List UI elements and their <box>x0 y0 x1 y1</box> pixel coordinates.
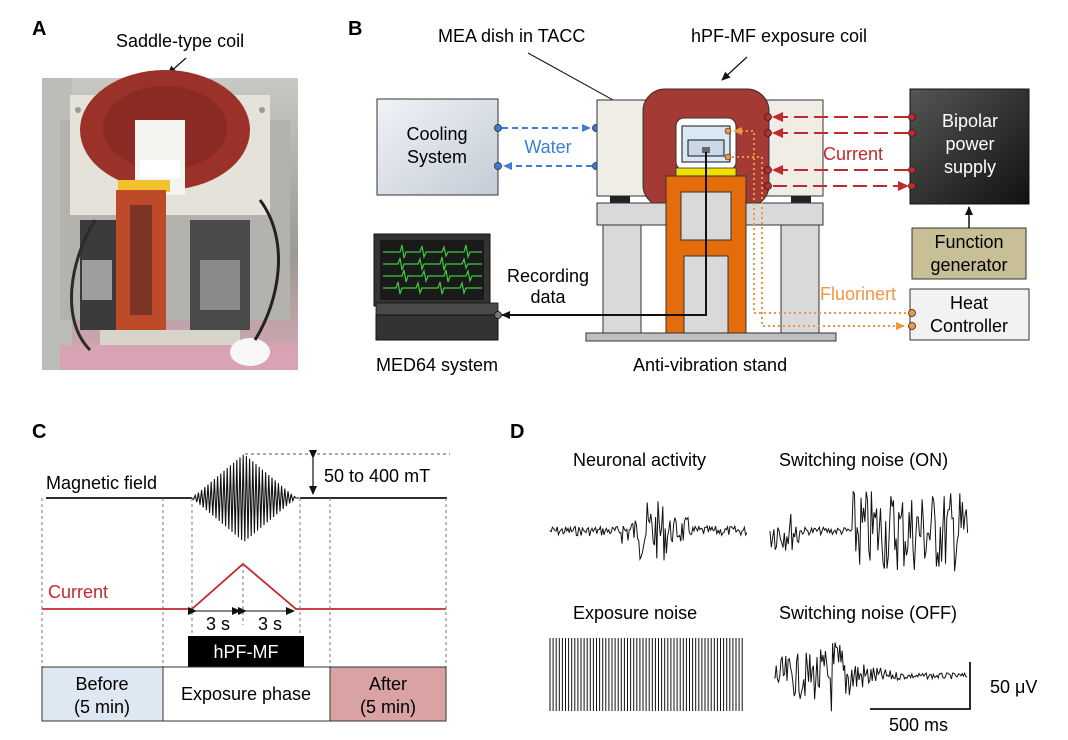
phase-after-label-line1: After <box>369 674 407 694</box>
med64-system <box>373 233 502 341</box>
cooling-system-label-line2: System <box>407 147 467 167</box>
trace-switching-off <box>774 642 968 712</box>
coil-pointer-arrow <box>721 56 748 81</box>
panel-a: A Saddle-type coil <box>32 18 298 370</box>
ramp-down-label: 3 s <box>258 614 282 634</box>
anti-vibration-label: Anti-vibration stand <box>633 355 787 375</box>
heat-controller-label-line2: Controller <box>930 316 1008 336</box>
power-supply-box <box>909 88 1030 205</box>
phase-before-box <box>41 666 164 722</box>
exposure-coil-label: hPF-MF exposure coil <box>691 26 867 46</box>
power-supply-label-line2: power <box>945 134 994 154</box>
water-label: Water <box>524 137 571 157</box>
exposure-bar-label: hPF-MF <box>214 642 279 662</box>
coil-photo <box>42 70 298 370</box>
trace-title-switching-off: Switching noise (OFF) <box>779 603 957 623</box>
power-supply-label-line1: Bipolar <box>942 111 998 131</box>
fluorinert-label: Fluorinert <box>820 284 896 304</box>
phase-before-label-line1: Before <box>75 674 128 694</box>
panel-letter-c: C <box>32 421 46 443</box>
stand-leg-left <box>602 224 642 334</box>
panel-d: D Neuronal activity Switching noise (ON)… <box>510 421 1037 735</box>
trace-neuronal-activity <box>549 501 748 562</box>
scale-time-label: 500 ms <box>889 715 948 735</box>
phase-after-label-line2: (5 min) <box>360 697 416 717</box>
panel-c: C Magnetic field 50 to 400 mT Current 3 … <box>32 421 450 722</box>
stand-leg-right <box>780 224 820 334</box>
magnetic-field-burst <box>191 454 300 542</box>
trace-exposure-noise <box>549 638 743 711</box>
phase-exposure-label: Exposure phase <box>181 684 311 704</box>
cooling-system-box <box>376 98 499 196</box>
stand-base <box>585 332 837 342</box>
panel-letter-d: D <box>510 421 524 443</box>
heat-controller-label-line1: Heat <box>950 293 988 313</box>
current-trace-label: Current <box>48 582 108 602</box>
function-generator-label-line1: Function <box>934 232 1003 252</box>
current-label: Current <box>823 144 883 164</box>
recording-data-label-line1: Recording <box>507 266 589 286</box>
power-supply-label-line3: supply <box>944 157 996 177</box>
ramp-up-label: 3 s <box>206 614 230 634</box>
magnetic-field-label: Magnetic field <box>46 473 157 493</box>
scale-bar <box>870 662 971 710</box>
heat-controller-box <box>909 288 1030 341</box>
phase-before-label-line2: (5 min) <box>74 697 130 717</box>
phase-after-box <box>329 666 447 722</box>
med64-label: MED64 system <box>376 355 498 375</box>
panel-b: B MEA dish in TACC hPF-MF exposure coil … <box>348 18 1030 375</box>
trace-switching-on <box>769 491 969 572</box>
panel-letter-b: B <box>348 18 362 40</box>
fluorinert-arrows <box>732 127 916 330</box>
scale-amplitude-label: 50 μV <box>990 677 1037 697</box>
function-generator-label-line2: generator <box>930 255 1007 275</box>
cooling-system-label-line1: Cooling <box>406 124 467 144</box>
phase-exposure-box <box>162 666 331 722</box>
trace-title-exposure-noise: Exposure noise <box>573 603 697 623</box>
exposure-bar <box>188 636 304 667</box>
field-range-label: 50 to 400 mT <box>324 466 430 486</box>
mea-dish-label: MEA dish in TACC <box>438 26 585 46</box>
trace-title-neuronal: Neuronal activity <box>573 450 706 470</box>
trace-title-switching-on: Switching noise (ON) <box>779 450 948 470</box>
recording-data-arrow <box>501 152 707 319</box>
recording-data-label-line2: data <box>530 287 566 307</box>
saddle-coil-caption: Saddle-type coil <box>116 31 244 51</box>
panel-letter-a: A <box>32 18 46 40</box>
current-arrows <box>764 112 916 191</box>
